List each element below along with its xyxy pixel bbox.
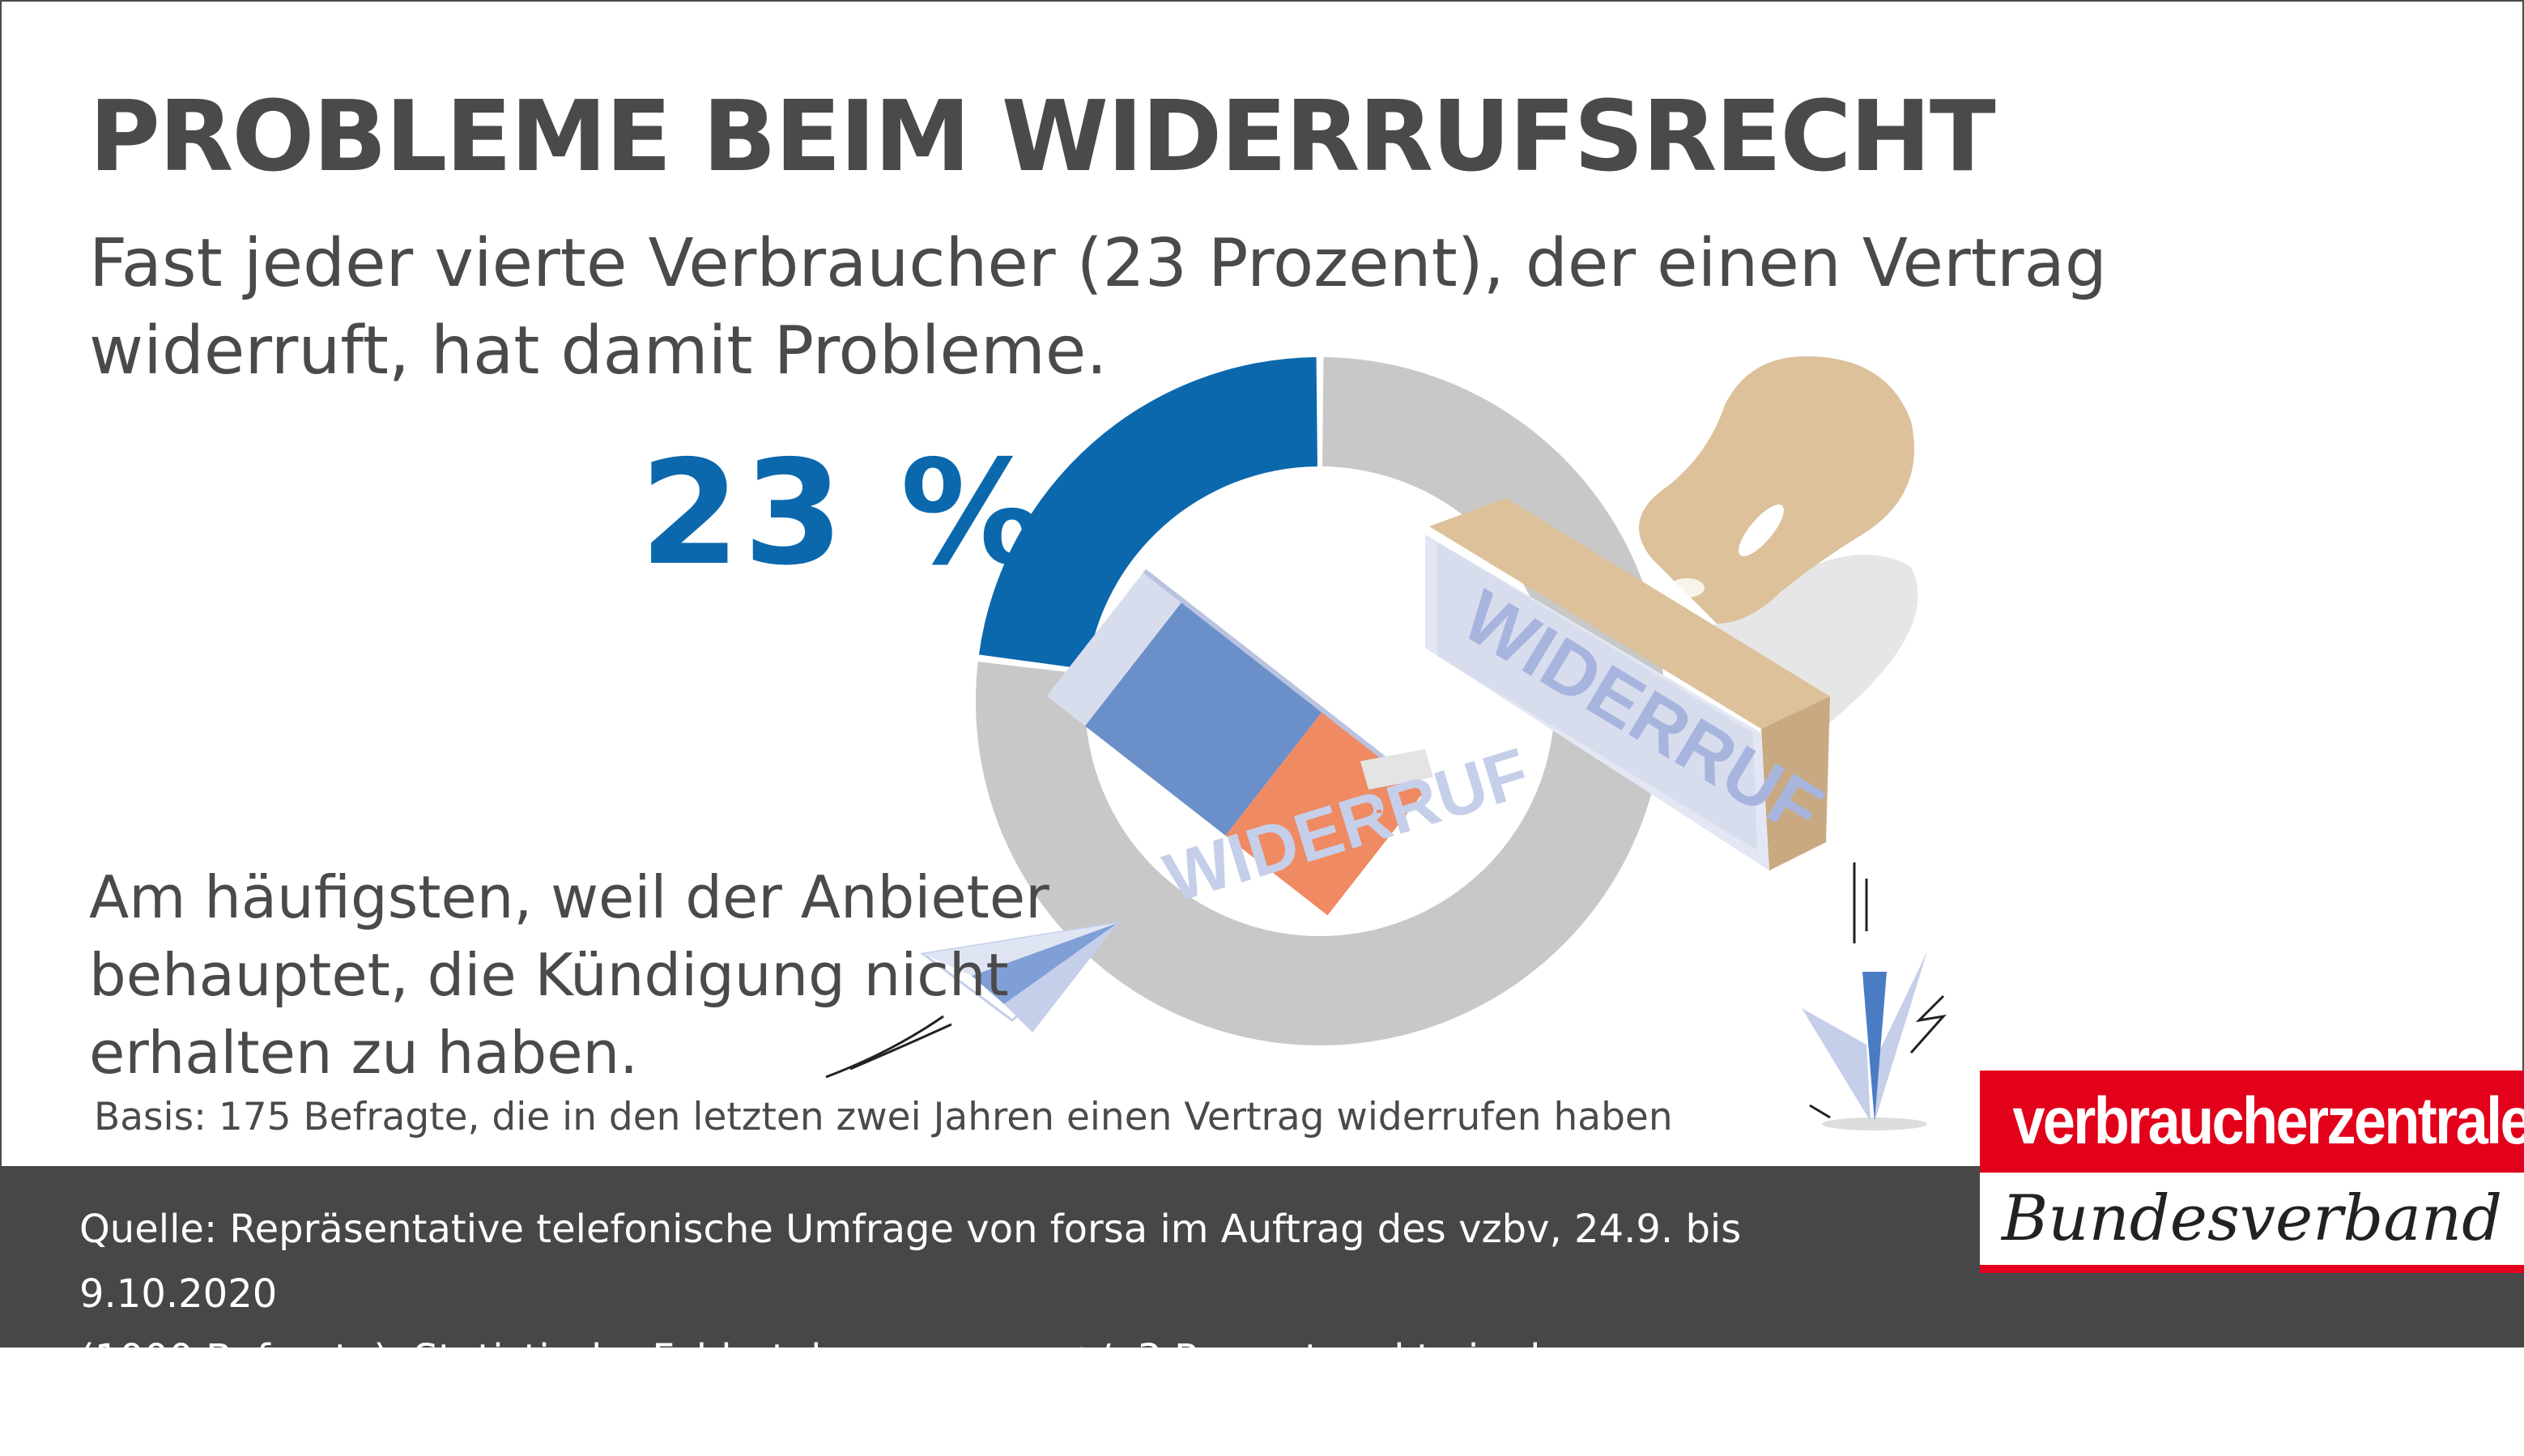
page-title: PROBLEME BEIM WIDERRUFSRECHT — [89, 81, 1996, 194]
basis-note: Basis: 175 Befragte, die in den letzten … — [94, 1095, 1673, 1139]
logo-subtitle: Bundesverband — [2001, 1182, 2503, 1255]
paper-plane-icon — [825, 921, 1122, 1079]
highlight-percentage: 23 % — [640, 429, 1049, 597]
source-note: Quelle: Repräsentative telefonische Umfr… — [79, 1197, 1942, 1456]
donut-segment-probleme — [978, 357, 1317, 670]
source-line-1: Quelle: Repräsentative telefonische Umfr… — [79, 1207, 1742, 1317]
eraser-shadow — [1360, 749, 1433, 790]
crashed-plane-icon — [1802, 862, 1947, 1130]
logo-white-bar — [1980, 1173, 2524, 1265]
infographic-frame — [0, 0, 2524, 1346]
chart-illustration: WIDERRUF WIDERRUF — [825, 356, 1947, 1130]
reason-text: Am häufigsten, weil der Anbieter behaupt… — [89, 863, 1049, 1087]
logo-red-bar — [1980, 1071, 2524, 1173]
logo-stripe — [1980, 1265, 2524, 1273]
source-line-2: (1000 Befragte). Statistische Fehlertole… — [79, 1336, 1581, 1446]
logo-name: verbraucherzentrale — [2012, 1084, 2524, 1158]
subtitle: Fast jeder vierte Verbraucher (23 Prozen… — [89, 225, 2107, 390]
eraser-crumbs — [1267, 792, 1381, 879]
